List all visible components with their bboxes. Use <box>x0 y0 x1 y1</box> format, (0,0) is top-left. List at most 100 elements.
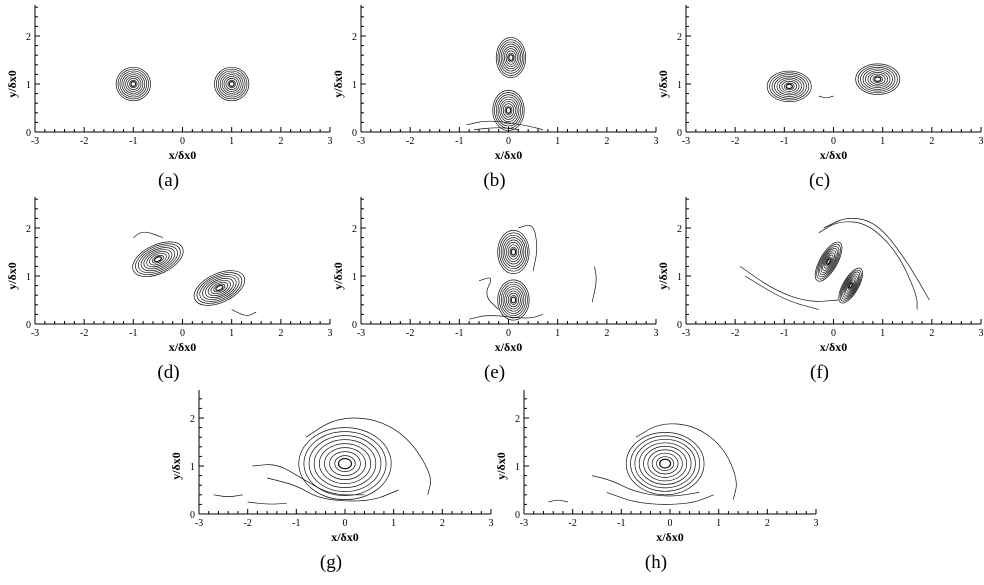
x-tick-label: 1 <box>555 328 560 339</box>
vorticity-contour <box>507 52 515 63</box>
vorticity-contour <box>638 442 692 485</box>
filament-contour <box>818 95 834 99</box>
vorticity-contour <box>816 243 841 280</box>
y-tick-label: 0 <box>677 128 682 139</box>
filament-contour <box>606 492 714 505</box>
y-tick-label: 2 <box>26 32 31 43</box>
x-tick-label: 3 <box>654 328 659 339</box>
vorticity-contour <box>855 63 901 95</box>
vorticity-contour <box>504 48 518 67</box>
vorticity-contour <box>502 103 515 118</box>
x-tick-label: -2 <box>731 328 739 339</box>
vortex-center <box>659 458 672 469</box>
x-tick-label: 2 <box>604 136 609 147</box>
x-tick-label: -2 <box>731 136 739 147</box>
x-axis-title: x/δx0 <box>820 340 848 354</box>
vortex-center <box>510 248 517 256</box>
x-tick-label: -1 <box>129 328 137 339</box>
vorticity-contour <box>862 68 893 90</box>
vortex-center <box>130 81 137 87</box>
x-tick-label: -2 <box>406 328 414 339</box>
filament-contour <box>518 224 538 272</box>
vorticity-contour <box>213 283 226 293</box>
vorticity-contour <box>207 279 231 297</box>
vorticity-contour <box>842 273 859 298</box>
vorticity-contour <box>499 232 528 272</box>
vorticity-contour <box>860 66 896 92</box>
vortex-core <box>497 230 530 274</box>
vorticity-contour <box>143 249 173 270</box>
vorticity-contour <box>872 75 884 83</box>
filament-contour <box>591 266 597 303</box>
vorticity-contour <box>127 78 140 90</box>
vorticity-contour <box>502 46 520 70</box>
filament-contour <box>474 127 519 130</box>
vortex-core <box>193 270 245 306</box>
vorticity-contour <box>499 98 518 122</box>
vorticity-contour <box>776 77 802 96</box>
filament-contour <box>635 423 737 500</box>
vorticity-contour <box>204 278 234 298</box>
x-tick-label: 0 <box>831 136 836 147</box>
y-axis-title: y/δx0 <box>494 452 508 480</box>
x-axis-title: x/δx0 <box>331 530 359 544</box>
vorticity-contour <box>214 66 250 102</box>
vorticity-contour <box>839 269 862 302</box>
x-tick-label: 1 <box>880 136 885 147</box>
vorticity-contour <box>303 431 387 496</box>
y-tick-label: 0 <box>515 510 520 521</box>
panel-h: -3 -2 -1 0 1 2 3 0 1 2 x/δx0 y/δx0 (h) <box>494 390 819 573</box>
vorticity-contour <box>870 73 886 85</box>
vorticity-contour <box>500 43 522 72</box>
x-tick-label: -2 <box>80 328 88 339</box>
vorticity-contour <box>135 243 181 275</box>
filament-contour <box>823 217 930 301</box>
x-tick-label: 3 <box>814 518 819 529</box>
panel-e: -3 -2 -1 0 1 2 3 0 1 2 x/δx0 y/δx0 (e) <box>331 197 659 383</box>
x-tick-label: 1 <box>229 328 234 339</box>
vorticity-contour <box>223 76 240 92</box>
x-tick-label: 3 <box>328 328 333 339</box>
y-tick-label: 2 <box>515 414 520 425</box>
vorticity-contour <box>117 68 149 100</box>
y-tick-label: 2 <box>190 414 195 425</box>
vorticity-contour <box>140 247 176 272</box>
y-tick-label: 2 <box>352 224 357 235</box>
vorticity-contour <box>509 295 518 305</box>
filament-contour <box>231 309 257 316</box>
contour-layer <box>766 63 901 103</box>
vorticity-contour <box>225 78 238 90</box>
x-tick-label: -3 <box>520 518 528 529</box>
vorticity-contour <box>506 242 521 262</box>
vorticity-contour <box>781 80 797 92</box>
x-tick-label: 0 <box>506 136 511 147</box>
filament-contour <box>213 494 243 497</box>
y-tick-label: 1 <box>677 80 682 91</box>
x-tick-label: 3 <box>489 518 494 529</box>
vorticity-contour <box>846 279 856 292</box>
x-axis-title: x/δx0 <box>169 340 197 354</box>
x-tick-label: 0 <box>506 328 511 339</box>
vorticity-contour <box>497 96 520 125</box>
panel-caption: (a) <box>158 170 179 191</box>
vortex-center <box>826 258 832 265</box>
x-tick-label: -3 <box>31 136 39 147</box>
vortex-center <box>505 106 512 114</box>
vortex-core <box>495 37 527 79</box>
vortex-center <box>785 83 793 90</box>
x-tick-label: -1 <box>455 136 463 147</box>
y-tick-label: 1 <box>515 462 520 473</box>
y-tick-label: 1 <box>190 462 195 473</box>
vorticity-contour <box>217 70 246 98</box>
vorticity-contour <box>502 237 525 267</box>
vorticity-contour <box>129 79 138 89</box>
panel-g: -3 -2 -1 0 1 2 3 0 1 2 x/δx0 y/δx0 (g) <box>169 390 494 573</box>
x-tick-label: 0 <box>180 136 185 147</box>
vortex-center <box>215 284 224 292</box>
x-tick-label: -3 <box>31 328 39 339</box>
vorticity-contour <box>625 432 705 496</box>
x-tick-label: -1 <box>455 328 463 339</box>
vorticity-contour <box>313 439 377 488</box>
vorticity-contour <box>502 286 525 314</box>
